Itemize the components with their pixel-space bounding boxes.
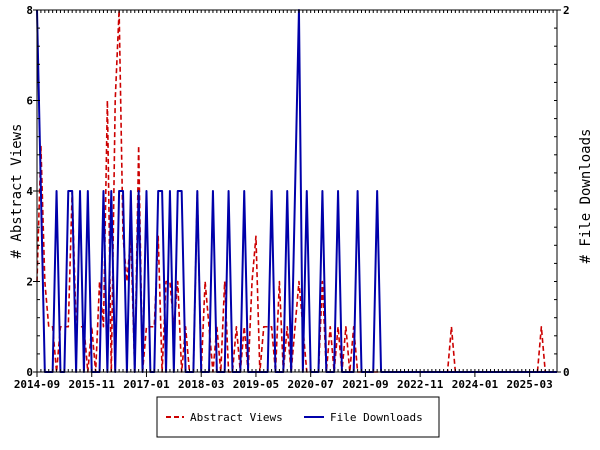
x-tick-label: 2017-01 [123, 378, 170, 391]
y2-tick-label: 0 [563, 366, 570, 379]
y-tick-label: 6 [26, 95, 33, 108]
y-axis-title: # Abstract Views [9, 124, 25, 259]
legend-box [156, 396, 440, 438]
x-tick-label: 2024-01 [452, 378, 499, 391]
x-tick-label: 2015-11 [69, 378, 116, 391]
x-tick-label: 2021-09 [342, 378, 388, 391]
x-tick-label: 2022-11 [397, 378, 444, 391]
legend-label-abstract-views: Abstract Views [190, 411, 283, 424]
ticks-layer: 2014-09 2015-11 2017-01 2018-03 2019-05 2020-… [14, 4, 570, 391]
y2-tick-label: 2 [563, 4, 570, 17]
x-tick-label: 2020-07 [288, 378, 334, 391]
x-tick-label: 2019-05 [233, 378, 279, 391]
y-tick-label: 8 [26, 4, 33, 17]
x-tick-label: 2018-03 [178, 378, 224, 391]
legend: Abstract Views File Downloads [156, 396, 440, 438]
y-tick-label: 0 [26, 366, 33, 379]
x-tick-label: 2025-03 [506, 378, 552, 391]
x-tick-label: 2014-09 [14, 378, 60, 391]
legend-label-file-downloads: File Downloads [330, 411, 423, 424]
y-tick-label: 4 [26, 185, 33, 198]
y2-axis-title: # File Downloads [578, 129, 594, 264]
y-tick-label: 2 [26, 276, 33, 289]
